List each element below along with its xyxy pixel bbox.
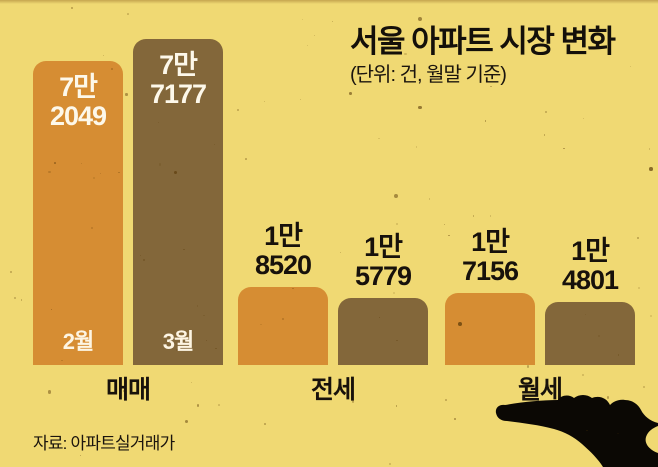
bar-value-label: 7만 7177 [149, 50, 207, 109]
paper-speck [527, 365, 530, 368]
paper-speck [583, 117, 585, 119]
category-label-monthly-rent: 월세 [517, 376, 563, 404]
paper-speck [392, 292, 395, 295]
bar-month-label: 2월 [62, 329, 94, 354]
chart-unit-note: (단위: 건, 월말 기준) [350, 64, 507, 86]
paper-speck [473, 215, 475, 217]
paper-speck [79, 455, 81, 457]
bar-monthly-rent-mar [545, 302, 635, 365]
bar-jeonse-feb [238, 287, 328, 365]
source-note: 자료: 아파트실거래가 [33, 434, 175, 453]
paper-speck [415, 146, 418, 148]
paper-speck [648, 148, 651, 150]
category-label-jeonse: 전세 [310, 376, 356, 404]
paper-top-edge [0, 0, 658, 4]
bar-sales-feb [33, 61, 123, 365]
paper-speck [47, 390, 51, 394]
paper-speck [71, 7, 74, 9]
bar-value-label: 1만 7156 [461, 227, 519, 286]
paper-speck [388, 462, 391, 465]
paper-speck [649, 167, 653, 171]
paper-speck [306, 44, 309, 47]
paper-speck [418, 105, 422, 110]
paper-speck [484, 120, 487, 122]
bar-value-label: 1만 5779 [354, 232, 412, 291]
paper-speck [237, 108, 240, 111]
paper-speck [394, 194, 399, 199]
paper-speck [444, 398, 447, 401]
paper-speck [650, 315, 653, 318]
category-label-sales: 매매 [105, 376, 151, 404]
paper-speck [642, 385, 645, 388]
paper-speck [395, 222, 398, 225]
paper-speck [14, 296, 16, 299]
paper-speck [313, 34, 315, 36]
paper-speck [563, 147, 565, 150]
bar-value-label: 1만 4801 [561, 236, 619, 295]
bar-value-label: 1만 8520 [254, 221, 312, 280]
paper-speck [10, 271, 12, 274]
paper-speck [218, 404, 220, 406]
bar-sales-mar [133, 39, 223, 365]
paper-speck [301, 18, 303, 20]
bar-month-label: 3월 [162, 329, 194, 354]
paper-speck [617, 432, 619, 435]
paper-speck [127, 13, 129, 15]
paper-speck [629, 66, 631, 68]
chart-title: 서울 아파트 시장 변화 [350, 24, 616, 59]
paper-speck [544, 110, 547, 114]
paper-speck [263, 100, 266, 103]
bar-jeonse-mar [338, 298, 428, 365]
bar-value-label: 7만 2049 [49, 72, 107, 131]
paper-speck [299, 98, 302, 101]
paper-speck [418, 17, 422, 21]
paper-speck [637, 286, 640, 289]
paper-speck [543, 133, 546, 136]
bar-monthly-rent-feb [445, 293, 535, 365]
paper-speck [245, 158, 247, 160]
paper-speck [264, 422, 267, 425]
paper-speck [490, 215, 492, 217]
paper-speck [20, 299, 23, 301]
paper-speck [125, 93, 128, 96]
paper-speck [185, 419, 189, 423]
paper-speck [636, 236, 639, 239]
paper-speck [349, 92, 353, 95]
paper-speck [586, 429, 588, 432]
paper-speck [428, 198, 431, 200]
paper-speck [102, 54, 104, 56]
title-block: 서울 아파트 시장 변화 (단위: 건, 월말 기준) [350, 24, 616, 87]
paper-speck [378, 138, 380, 140]
paper-speck [444, 223, 446, 225]
paper-speck [331, 20, 334, 23]
paper-speck [454, 418, 456, 420]
